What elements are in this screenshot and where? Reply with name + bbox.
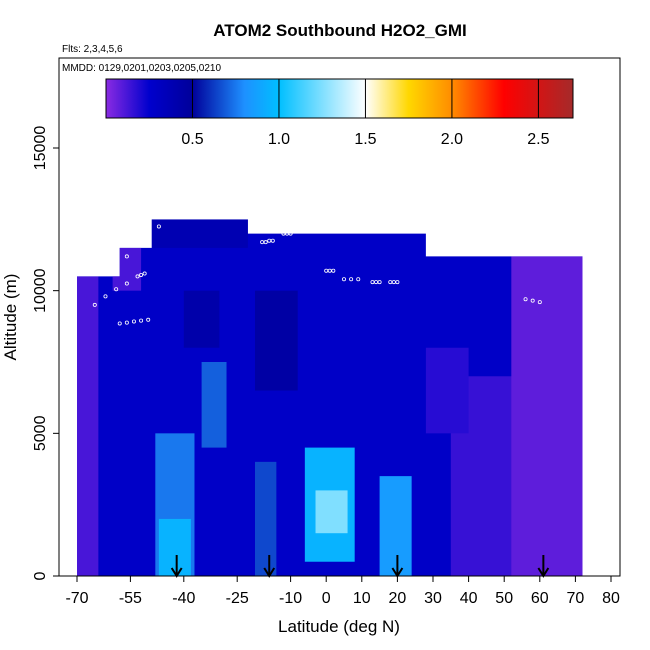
track-point xyxy=(146,317,151,322)
track-point xyxy=(124,254,129,259)
track-point xyxy=(288,231,293,236)
x-tick-label: -40 xyxy=(172,590,195,607)
y-tick-label: 5000 xyxy=(32,415,49,451)
track-point xyxy=(156,224,161,229)
x-tick-label: 80 xyxy=(602,590,620,607)
y-tick-label: 15000 xyxy=(32,126,49,171)
colorbar-tick-label: 2.5 xyxy=(527,131,549,148)
flight-tracks xyxy=(92,224,542,326)
track-point xyxy=(139,272,144,277)
track-point xyxy=(523,297,528,302)
track-point xyxy=(537,300,542,305)
track-point xyxy=(117,321,122,326)
field-cell xyxy=(201,362,227,448)
x-axis-label: Latitude (deg N) xyxy=(278,617,400,636)
colorbar: 0.5 1.0 1.5 2.0 2.5 xyxy=(105,78,574,148)
heatmap-field xyxy=(77,219,583,576)
track-point xyxy=(530,298,535,303)
colorbar-tick-label: 1.0 xyxy=(268,131,290,148)
y-tick-label: 10000 xyxy=(32,268,49,313)
x-tick-label: 70 xyxy=(567,590,585,607)
colorbar-rect xyxy=(105,78,574,119)
x-tick-label: -70 xyxy=(65,590,88,607)
track-point xyxy=(377,280,382,285)
track-point xyxy=(349,277,354,282)
x-tick-label: 0 xyxy=(322,590,331,607)
x-tick-label: 10 xyxy=(353,590,371,607)
field-cell xyxy=(151,219,248,248)
track-point xyxy=(103,294,108,299)
x-tick-label: 60 xyxy=(531,590,549,607)
track-point xyxy=(331,268,336,273)
track-point xyxy=(270,238,275,243)
y-tick-label: 0 xyxy=(32,571,49,580)
field-cell xyxy=(255,290,298,391)
track-point xyxy=(114,287,119,292)
field-cell xyxy=(158,518,191,576)
x-tick-label: 50 xyxy=(495,590,513,607)
field-cell xyxy=(511,256,583,576)
x-tick-label: 40 xyxy=(460,590,478,607)
x-axis: -70 -55 -40 -25 -10 0 10 20 30 40 50 60 70 80 xyxy=(65,576,620,607)
field-cell xyxy=(112,247,142,291)
track-point xyxy=(131,319,136,324)
track-point xyxy=(146,233,151,238)
field-cell xyxy=(315,490,348,534)
track-point xyxy=(263,240,268,245)
x-tick-label: 30 xyxy=(424,590,442,607)
x-tick-label: -10 xyxy=(279,590,302,607)
field-cells xyxy=(77,219,583,576)
track-point xyxy=(142,271,147,276)
dates-label: MMDD: 0129,0201,0203,0205,0210 xyxy=(62,63,221,74)
chart-title: ATOM2 Southbound H2O2_GMI xyxy=(213,21,466,40)
track-point xyxy=(356,277,361,282)
colorbar-tick-label: 2.0 xyxy=(441,131,463,148)
plot-frame xyxy=(58,57,621,577)
field-cell xyxy=(77,276,99,576)
flights-label: Flts: 2,3,4,5,6 xyxy=(62,44,123,55)
field-cell xyxy=(425,347,469,434)
track-point xyxy=(135,241,140,246)
field-cell xyxy=(183,290,220,348)
x-tick-label: -55 xyxy=(119,590,142,607)
field-cell xyxy=(379,476,412,576)
track-point xyxy=(135,274,140,279)
field-cell xyxy=(255,461,277,576)
x-tick-label: -25 xyxy=(226,590,249,607)
colorbar-tick-label: 0.5 xyxy=(181,131,203,148)
track-point xyxy=(341,277,346,282)
x-tick-label: 20 xyxy=(389,590,407,607)
track-point xyxy=(395,280,400,285)
track-point xyxy=(92,302,97,307)
track-point xyxy=(139,318,144,323)
track-point xyxy=(124,320,129,325)
colorbar-tick-label: 1.5 xyxy=(354,131,376,148)
y-axis-label: Altitude (m) xyxy=(1,274,20,361)
track-point xyxy=(124,281,129,286)
y-axis: 0 5000 10000 15000 xyxy=(32,126,59,580)
